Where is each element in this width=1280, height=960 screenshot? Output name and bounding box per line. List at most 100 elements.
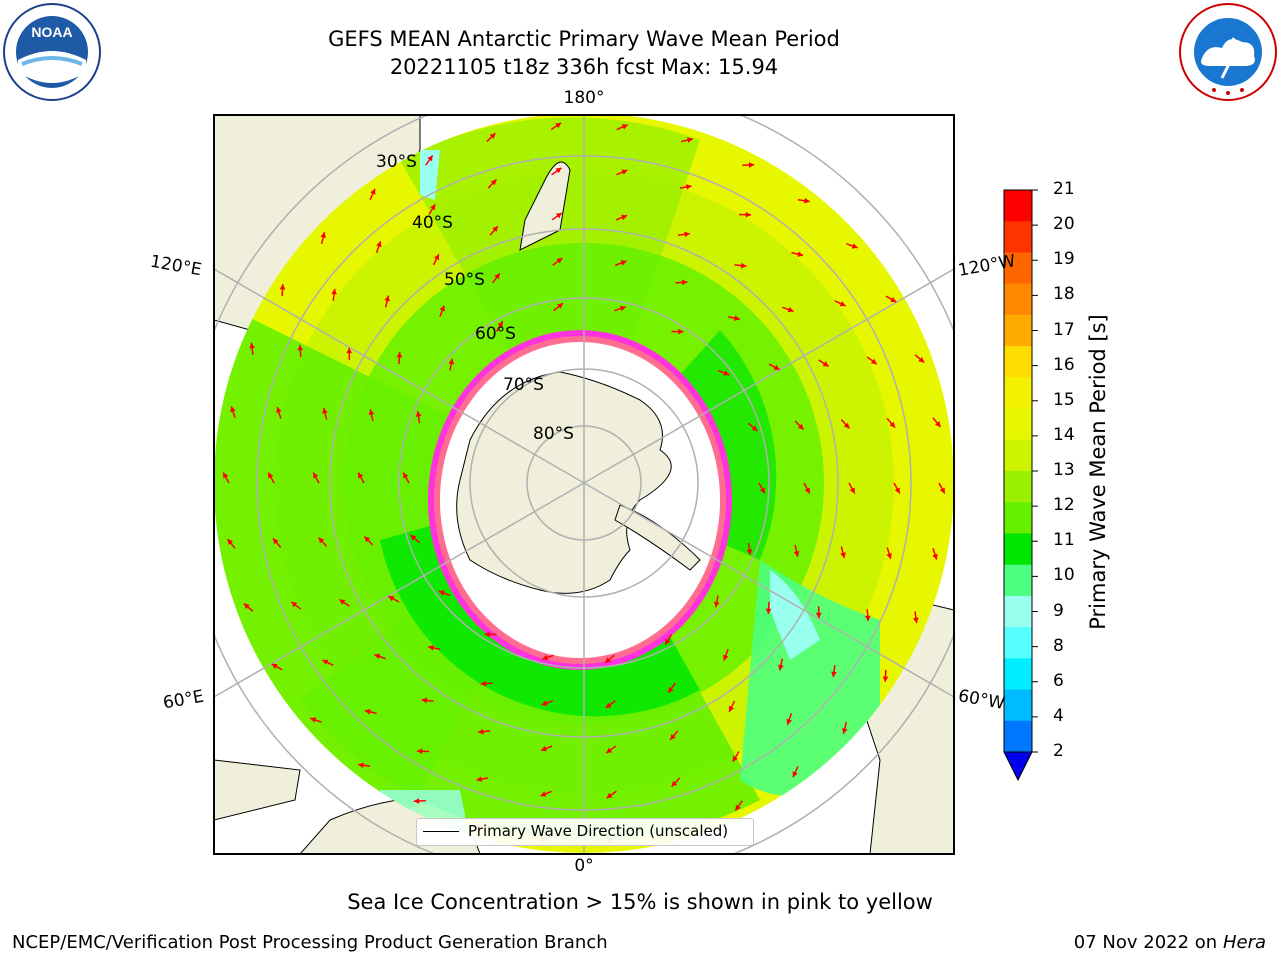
wave-arrow-head — [815, 612, 822, 619]
wave-arrow-head — [678, 328, 684, 335]
wave-arrow-head — [932, 553, 938, 560]
wave-arrow-head — [415, 411, 422, 417]
colorbar-segment — [1004, 533, 1032, 566]
lat-label-30s: 30°S — [376, 152, 417, 172]
wave-arrow-head — [804, 197, 810, 204]
colorbar-tick-label: 17 — [1053, 319, 1075, 340]
colorbar-tick-label: 10 — [1053, 565, 1075, 586]
colorbar-segment — [1004, 190, 1032, 222]
colorbar-tick-label: 21 — [1053, 179, 1075, 199]
wave-arrow-head — [339, 599, 346, 605]
wave-arrow-head — [313, 472, 319, 479]
wave-arrow-head — [804, 487, 810, 494]
wave-arrow-head — [934, 421, 941, 428]
wave-arrow-head — [745, 211, 751, 218]
wave-arrow-head — [297, 344, 304, 351]
wave-arrow-head — [668, 686, 674, 693]
noaa-logo: NOAA — [3, 3, 101, 101]
sea-ice-note: Sea Ice Concentration > 15% is shown in … — [347, 890, 933, 914]
wave-arrow-head — [822, 361, 829, 367]
wave-arrow-head — [223, 472, 229, 479]
nws-logo — [1179, 3, 1277, 101]
wave-arrow-head — [421, 697, 428, 704]
colorbar-tick-label: 15 — [1053, 389, 1075, 410]
wave-arrow-head — [476, 776, 483, 782]
wave-arrow-head — [557, 303, 563, 309]
wave-arrow-head — [913, 617, 919, 624]
colorbar-segment — [1004, 377, 1032, 410]
wave-arrow-head — [841, 728, 848, 734]
wave-arrow-head — [849, 487, 855, 494]
wave-arrow-head — [364, 536, 371, 543]
footer-date: 07 Nov 2022 on Hera — [1074, 932, 1266, 953]
wave-arrow-head — [665, 638, 671, 645]
colorbar-tick-label: 18 — [1053, 284, 1075, 305]
wave-arrow-head — [227, 538, 234, 545]
wave-arrow-head — [272, 538, 279, 545]
colorbar-segment — [1004, 658, 1032, 691]
lat-label-80s: 80°S — [533, 424, 574, 444]
wave-arrow-head — [542, 654, 549, 661]
wave-arrow-head — [384, 295, 390, 302]
wave-arrow-head — [797, 251, 804, 257]
wave-arrow-head — [606, 792, 613, 799]
colorbar-segment — [1004, 314, 1032, 347]
wave-arrow-head — [723, 654, 729, 661]
wave-arrow-head — [478, 728, 484, 735]
wave-arrow-head — [621, 124, 628, 130]
colorbar-tick-label: 9 — [1053, 600, 1064, 621]
colorbar-tick-label: 14 — [1053, 424, 1075, 445]
wave-arrow-head — [438, 590, 445, 596]
colorbar-segment — [1004, 283, 1032, 316]
wave-arrow-head — [740, 262, 747, 269]
footer-credit: NCEP/EMC/Verification Post Processing Pr… — [12, 932, 608, 953]
colorbar-tick-label: 13 — [1053, 460, 1075, 480]
wave-arrow-head — [792, 771, 798, 778]
wave-arrow-head — [484, 631, 490, 638]
wave-arrow-head — [410, 534, 417, 541]
wave-arrow-head — [787, 306, 794, 313]
wave-arrow-head — [555, 212, 562, 219]
wave-arrow-head — [619, 305, 626, 312]
wave-arrow-head — [417, 748, 423, 755]
wave-arrow-head — [480, 680, 487, 687]
wave-arrow-head — [894, 487, 900, 494]
colorbar-tick-label: 2 — [1053, 741, 1064, 761]
wave-direction-arrows — [222, 122, 946, 844]
colorbar-tick-label: 4 — [1053, 705, 1064, 726]
wave-arrow-head — [713, 601, 720, 608]
map-frame — [213, 114, 955, 855]
wave-arrow-head — [870, 358, 877, 365]
wave-arrow-head — [684, 231, 690, 238]
wave-arrow-head — [370, 188, 376, 195]
wave-arrow-head — [494, 273, 500, 280]
wave-arrow-head — [751, 425, 758, 432]
wave-arrow-head — [670, 734, 676, 740]
wave-arrow-head — [939, 487, 945, 494]
wave-arrow-head — [732, 755, 738, 762]
chart-subtitle: 20221105 t18z 336h fcst Max: 15.94 — [389, 55, 779, 79]
lat-label-40s: 40°S — [412, 213, 453, 233]
colorbar-tick-label: 19 — [1053, 249, 1075, 270]
colorbar-label: Primary Wave Mean Period [s] — [1086, 314, 1110, 630]
wave-arrow-head — [620, 260, 627, 266]
lat-label-70s: 70°S — [503, 375, 544, 395]
colorbar-segment — [1004, 346, 1032, 378]
wave-arrow-head — [687, 137, 693, 143]
wave-arrow-head — [831, 671, 837, 678]
wave-arrow-head — [797, 423, 804, 430]
wave-arrow-head — [489, 133, 496, 139]
wave-arrow-head — [793, 550, 800, 557]
wave-arrow-head — [759, 487, 765, 494]
wave-arrow-head — [374, 653, 381, 660]
wave-arrow-head — [249, 342, 255, 349]
wave-arrow-head — [671, 780, 678, 787]
wave-arrow-head — [605, 657, 611, 663]
wave-arrow-head — [388, 596, 395, 602]
wave-arrow-head — [918, 356, 925, 363]
wave-arrow-head — [497, 321, 503, 328]
colorbar-tick-label: 8 — [1053, 635, 1064, 656]
wave-arrow-head — [723, 370, 730, 376]
wave-arrow-head — [786, 718, 792, 725]
